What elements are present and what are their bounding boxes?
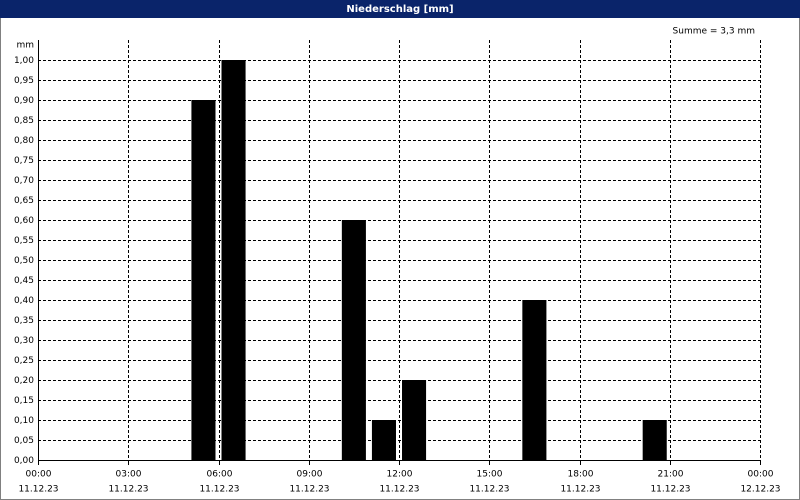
x-tick-label: 00:00 xyxy=(748,470,774,480)
y-tick-label: 0,00 xyxy=(14,456,34,466)
bar xyxy=(642,420,667,460)
title-bar xyxy=(0,0,800,18)
y-tick-label: 0,10 xyxy=(14,416,34,426)
y-tick-label: 0,30 xyxy=(14,336,34,346)
x-tick-label: 18:00 xyxy=(568,470,594,480)
y-tick-label: 0,35 xyxy=(14,316,34,326)
y-tick-label: 0,45 xyxy=(14,276,34,286)
y-tick-label: 0,95 xyxy=(14,76,34,86)
bar xyxy=(522,300,547,460)
y-tick-label: 0,40 xyxy=(14,296,34,306)
y-tick-label: 0,65 xyxy=(14,196,34,206)
y-axis-label: mm xyxy=(16,41,34,51)
x-tick-date: 11.12.23 xyxy=(289,485,329,495)
x-tick-label: 21:00 xyxy=(658,470,684,480)
x-tick-label: 00:00 xyxy=(26,470,52,480)
chart-title: Niederschlag [mm] xyxy=(346,4,453,15)
x-tick-date: 11.12.23 xyxy=(650,485,690,495)
x-tick-label: 06:00 xyxy=(207,470,233,480)
y-tick-label: 0,90 xyxy=(14,96,34,106)
x-tick-date: 11.12.23 xyxy=(18,485,58,495)
y-tick-label: 0,05 xyxy=(14,436,34,446)
y-tick-label: 0,85 xyxy=(14,116,34,126)
y-tick-label: 0,80 xyxy=(14,136,34,146)
x-tick-label: 12:00 xyxy=(387,470,413,480)
y-tick-label: 0,15 xyxy=(14,396,34,406)
x-tick-date: 11.12.23 xyxy=(379,485,419,495)
y-tick-label: 1,00 xyxy=(14,56,34,66)
bar xyxy=(371,420,396,460)
y-tick-label: 0,50 xyxy=(14,256,34,266)
x-tick-label: 15:00 xyxy=(477,470,503,480)
bar xyxy=(221,60,246,460)
y-tick-label: 0,60 xyxy=(14,216,34,226)
annotation: Summe = 3,3 mm xyxy=(673,27,755,37)
x-tick-date: 11.12.23 xyxy=(469,485,509,495)
bar xyxy=(341,220,366,460)
x-tick-label: 03:00 xyxy=(116,470,142,480)
y-tick-label: 0,70 xyxy=(14,176,34,186)
y-tick-label: 0,55 xyxy=(14,236,34,246)
x-tick-date: 11.12.23 xyxy=(108,485,148,495)
x-tick-date: 12.12.23 xyxy=(740,485,780,495)
y-tick-label: 0,75 xyxy=(14,156,34,166)
y-tick-label: 0,25 xyxy=(14,356,34,366)
x-tick-date: 11.12.23 xyxy=(560,485,600,495)
x-tick-date: 11.12.23 xyxy=(199,485,239,495)
x-tick-label: 09:00 xyxy=(297,470,323,480)
y-tick-label: 0,20 xyxy=(14,376,34,386)
bar xyxy=(402,380,427,460)
bar xyxy=(191,100,216,460)
